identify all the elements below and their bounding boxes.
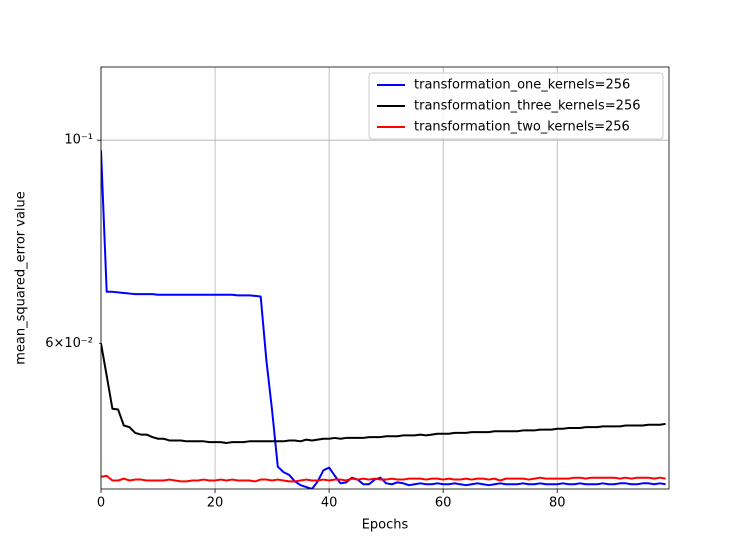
x-tick-label: 40 [321, 496, 338, 511]
x-tick-label: 60 [435, 496, 452, 511]
line-series [101, 150, 666, 489]
y-tick-label: 10⁻¹ [64, 133, 93, 148]
line-series [101, 343, 666, 445]
legend-label: transformation_three_kernels=256 [414, 99, 641, 114]
legend-box [368, 72, 664, 140]
line-series [101, 474, 666, 483]
x-tick-label: 0 [97, 496, 105, 511]
y-tick-label: 6×10⁻² [45, 336, 93, 351]
legend-label: transformation_one_kernels=256 [414, 78, 630, 93]
x-tick-label: 20 [207, 496, 224, 511]
axes-frame [100, 66, 670, 490]
y-axis-label: mean_squared_error value [14, 191, 29, 365]
x-tick-label: 80 [549, 496, 566, 511]
plot-area [101, 150, 666, 489]
legend-label: transformation_two_kernels=256 [414, 120, 630, 135]
x-axis-label: Epochs [362, 518, 409, 533]
